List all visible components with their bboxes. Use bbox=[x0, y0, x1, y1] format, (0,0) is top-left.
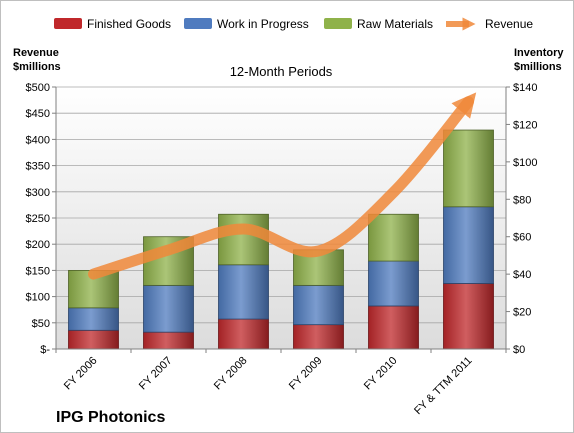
bar-raw-materials-4 bbox=[368, 213, 419, 262]
right-tick-label: $60 bbox=[513, 232, 531, 244]
left-axis-title-line1: Revenue bbox=[13, 47, 59, 59]
legend-swatch-finished-goods bbox=[54, 18, 82, 29]
bar-work-in-progress-2 bbox=[218, 264, 269, 320]
category-label: FY 2009 bbox=[287, 355, 325, 393]
company-name: IPG Photonics bbox=[56, 409, 165, 426]
legend-swatch-work-in-progress bbox=[184, 18, 212, 29]
category-label: FY 2010 bbox=[362, 355, 400, 393]
left-tick-label: $100 bbox=[26, 292, 50, 304]
right-tick-label: $0 bbox=[513, 344, 525, 356]
left-tick-label: $350 bbox=[26, 161, 50, 173]
left-tick-label: $500 bbox=[26, 82, 50, 94]
chart-subtitle: 12-Month Periods bbox=[230, 64, 333, 79]
revenue-line-path bbox=[88, 92, 477, 280]
legend: Finished Goods Work in Progress Raw Mate… bbox=[54, 17, 533, 31]
left-tick-label: $200 bbox=[26, 239, 50, 251]
category-label: FY & TTM 2011 bbox=[412, 355, 475, 418]
left-tick-label: $400 bbox=[26, 134, 50, 146]
right-tick-label: $20 bbox=[513, 307, 531, 319]
left-tick-label: $- bbox=[40, 344, 50, 356]
bar-raw-materials-2 bbox=[218, 213, 269, 266]
bar-work-in-progress-5 bbox=[443, 206, 494, 284]
right-tick-label: $40 bbox=[513, 269, 531, 281]
category-label: FY 2006 bbox=[62, 355, 100, 393]
bar-finished-goods-1 bbox=[143, 331, 194, 350]
category-label: FY 2008 bbox=[212, 355, 250, 393]
bar-work-in-progress-1 bbox=[143, 284, 194, 333]
right-axis-title-line1: Inventory bbox=[514, 47, 564, 59]
bar-finished-goods-2 bbox=[218, 318, 269, 350]
bar-finished-goods-3 bbox=[293, 324, 344, 350]
bar-finished-goods-0 bbox=[68, 329, 119, 350]
legend-label-raw-materials: Raw Materials bbox=[357, 17, 433, 31]
legend-label-finished-goods: Finished Goods bbox=[87, 17, 171, 31]
bar-work-in-progress-0 bbox=[68, 307, 119, 331]
bar-work-in-progress-3 bbox=[293, 284, 344, 326]
legend-label-revenue: Revenue bbox=[485, 17, 533, 31]
legend-label-work-in-progress: Work in Progress bbox=[217, 17, 309, 31]
bar-raw-materials-5 bbox=[443, 129, 494, 208]
right-tick-label: $140 bbox=[513, 82, 537, 94]
revenue-line bbox=[88, 92, 477, 280]
left-tick-label: $300 bbox=[26, 187, 50, 199]
left-tick-label: $450 bbox=[26, 108, 50, 120]
bar-work-in-progress-4 bbox=[368, 260, 419, 307]
left-axis-title-line2: $millions bbox=[13, 61, 61, 73]
right-tick-label: $100 bbox=[513, 157, 537, 169]
right-tick-label: $80 bbox=[513, 194, 531, 206]
bar-finished-goods-4 bbox=[368, 305, 419, 350]
bar-finished-goods-5 bbox=[443, 283, 494, 350]
left-tick-label: $250 bbox=[26, 213, 50, 225]
legend-swatch-raw-materials bbox=[324, 18, 352, 29]
left-tick-label: $150 bbox=[26, 265, 50, 277]
gridlines bbox=[56, 86, 506, 324]
right-tick-label: $120 bbox=[513, 119, 537, 131]
category-label: FY 2007 bbox=[137, 355, 175, 393]
right-axis-title-line2: $millions bbox=[514, 61, 562, 73]
left-tick-label: $50 bbox=[32, 318, 50, 330]
